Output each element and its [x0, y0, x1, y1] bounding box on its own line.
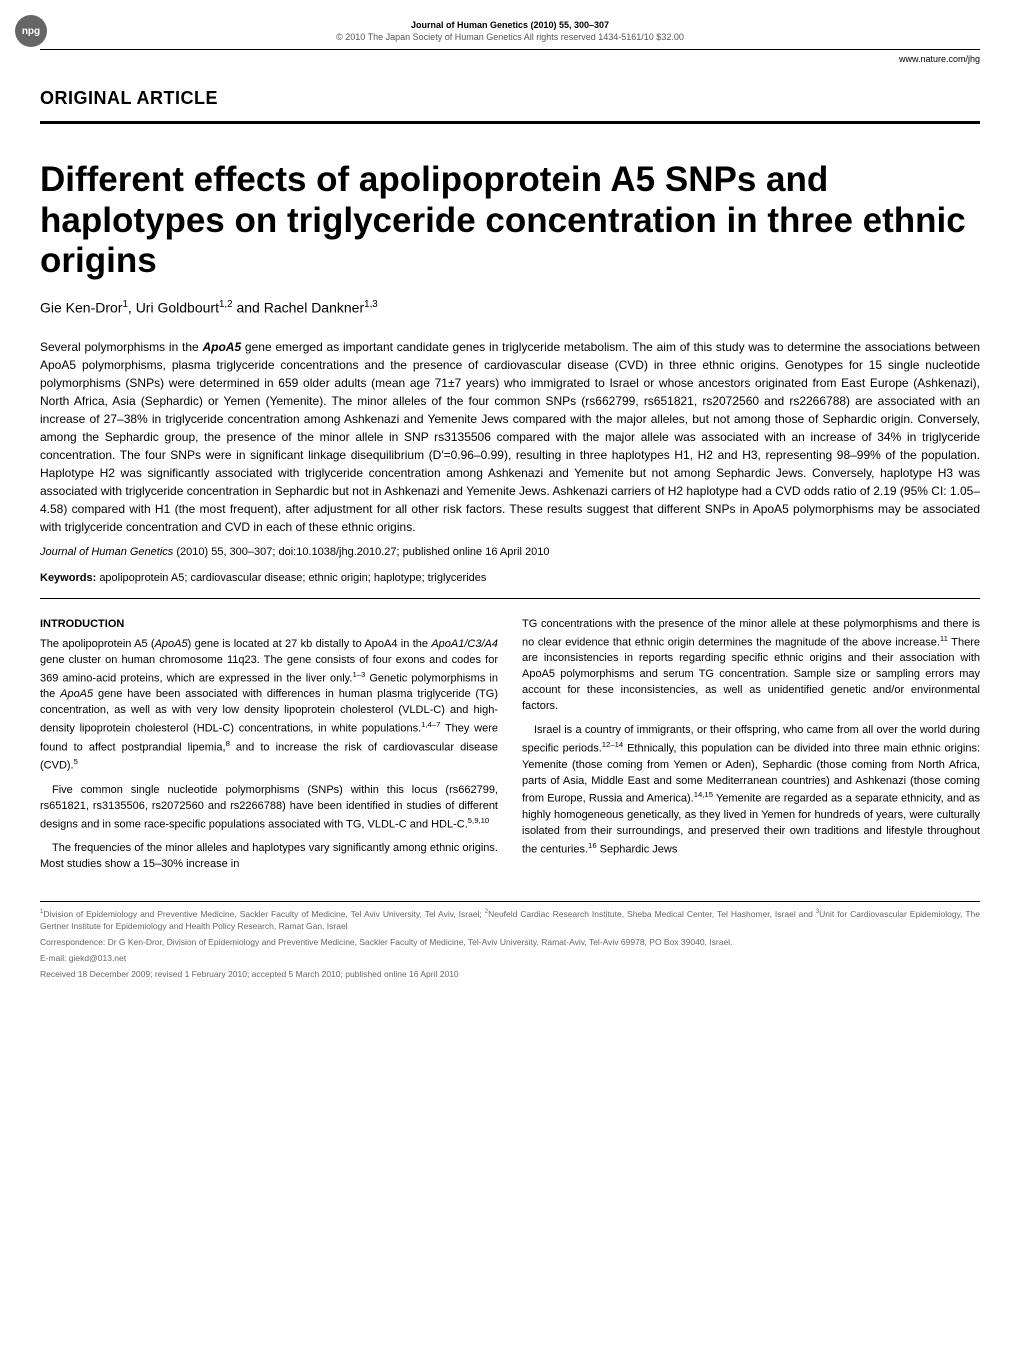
- journal-info: Journal of Human Genetics (2010) 55, 300…: [40, 20, 980, 43]
- publisher-badge-icon: npg: [15, 15, 47, 47]
- abstract: Several polymorphisms in the ApoA5 gene …: [40, 338, 980, 536]
- intro-paragraph: The apolipoprotein A5 (ApoA5) gene is lo…: [40, 637, 498, 775]
- page-title: Different effects of apolipoprotein A5 S…: [40, 160, 980, 281]
- article-type: ORIGINAL ARTICLE: [40, 88, 980, 109]
- intro-paragraph: Five common single nucleotide polymorphi…: [40, 783, 498, 833]
- author-list: Gie Ken-Dror1, Uri Goldbourt1,2 and Rach…: [40, 299, 980, 316]
- journal-header: npg Journal of Human Genetics (2010) 55,…: [0, 0, 1020, 43]
- citation-journal: Journal of Human Genetics: [40, 546, 173, 558]
- abstract-rule: [40, 598, 980, 599]
- correspondence: Correspondence: Dr G Ken-Dror, Division …: [40, 937, 980, 949]
- body-columns: INTRODUCTION The apolipoprotein A5 (ApoA…: [40, 617, 980, 881]
- citation: Journal of Human Genetics (2010) 55, 300…: [40, 546, 980, 558]
- publication-dates: Received 18 December 2009; revised 1 Feb…: [40, 969, 980, 979]
- right-column: TG concentrations with the presence of t…: [522, 617, 980, 881]
- keywords-text: apolipoprotein A5; cardiovascular diseas…: [99, 572, 486, 584]
- title-rule: [40, 121, 980, 124]
- affiliations: 1Division of Epidemiology and Preventive…: [40, 908, 980, 933]
- header-rule: [40, 49, 980, 50]
- intro-paragraph: Israel is a country of immigrants, or th…: [522, 723, 980, 858]
- introduction-heading: INTRODUCTION: [40, 617, 498, 633]
- intro-paragraph: TG concentrations with the presence of t…: [522, 617, 980, 715]
- journal-title: Journal of Human Genetics (2010) 55, 300…: [40, 20, 980, 32]
- left-column: INTRODUCTION The apolipoprotein A5 (ApoA…: [40, 617, 498, 881]
- keywords-label: Keywords:: [40, 572, 96, 584]
- intro-paragraph: The frequencies of the minor alleles and…: [40, 841, 498, 873]
- copyright-line: © 2010 The Japan Society of Human Geneti…: [40, 32, 980, 44]
- citation-details: (2010) 55, 300–307; doi:10.1038/jhg.2010…: [176, 546, 549, 558]
- footer-rule: [40, 901, 980, 902]
- keywords: Keywords: apolipoprotein A5; cardiovascu…: [40, 572, 980, 584]
- website-url: www.nature.com/jhg: [0, 54, 1020, 64]
- email: E-mail: giekd@013.net: [40, 953, 980, 965]
